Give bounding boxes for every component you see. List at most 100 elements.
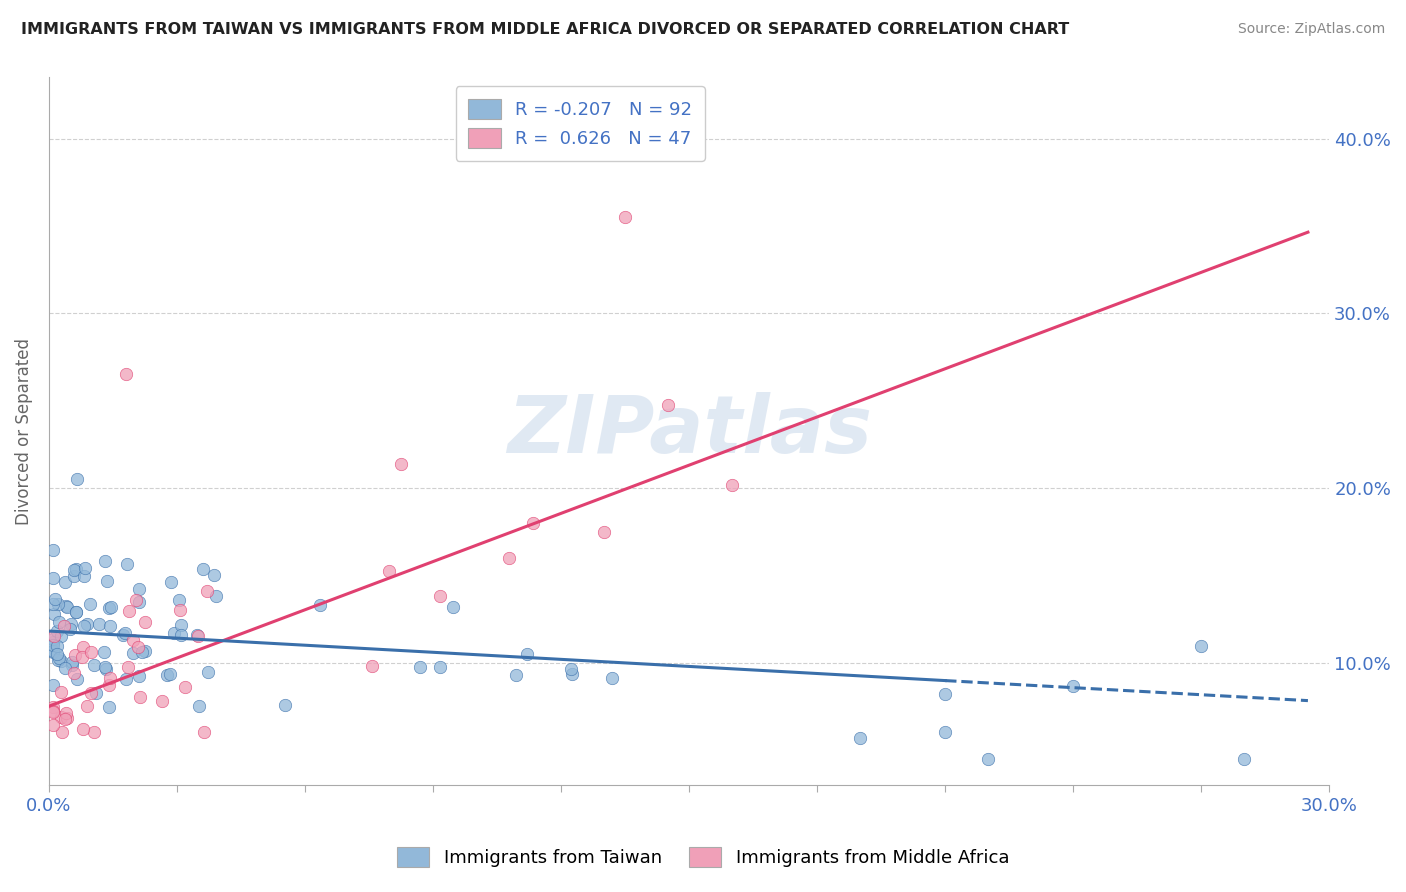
- Point: [49, 685, 72, 699]
- Point: [48, 650, 70, 665]
- Point: [498, 550, 520, 565]
- Point: [186, 628, 208, 642]
- Point: [934, 687, 956, 701]
- Point: [87, 617, 110, 632]
- Point: [169, 593, 191, 607]
- Point: [977, 751, 1000, 765]
- Point: [83, 725, 105, 739]
- Legend: Immigrants from Taiwan, Immigrants from Middle Africa: Immigrants from Taiwan, Immigrants from …: [389, 839, 1017, 874]
- Point: [522, 516, 544, 530]
- Text: Source: ZipAtlas.com: Source: ZipAtlas.com: [1237, 22, 1385, 37]
- Point: [128, 595, 150, 609]
- Point: [516, 647, 538, 661]
- Point: [429, 660, 451, 674]
- Point: [75, 561, 97, 575]
- Point: [44, 607, 66, 622]
- Point: [63, 666, 86, 681]
- Point: [65, 562, 87, 576]
- Point: [56, 600, 79, 615]
- Point: [42, 705, 65, 719]
- Point: [124, 593, 146, 607]
- Point: [409, 659, 432, 673]
- Point: [100, 599, 122, 614]
- Point: [169, 602, 191, 616]
- Point: [150, 694, 173, 708]
- Point: [55, 706, 77, 720]
- Point: [42, 704, 65, 718]
- Point: [187, 629, 209, 643]
- Point: [505, 668, 527, 682]
- Point: [849, 731, 872, 745]
- Point: [42, 570, 65, 584]
- Point: [96, 662, 118, 676]
- Point: [117, 660, 139, 674]
- Point: [114, 626, 136, 640]
- Point: [127, 640, 149, 654]
- Point: [162, 625, 184, 640]
- Point: [42, 645, 65, 659]
- Point: [42, 597, 65, 611]
- Point: [309, 598, 332, 612]
- Point: [45, 647, 67, 661]
- Point: [44, 592, 66, 607]
- Point: [114, 672, 136, 686]
- Point: [93, 644, 115, 658]
- Point: [53, 661, 76, 675]
- Point: [592, 525, 614, 540]
- Point: [73, 569, 96, 583]
- Point: [49, 629, 72, 643]
- Point: [96, 574, 118, 588]
- Point: [159, 666, 181, 681]
- Point: [934, 724, 956, 739]
- Point: [441, 599, 464, 614]
- Point: [159, 575, 181, 590]
- Point: [76, 616, 98, 631]
- Point: [561, 667, 583, 681]
- Point: [122, 646, 145, 660]
- Point: [115, 558, 138, 572]
- Point: [60, 658, 83, 673]
- Point: [46, 653, 69, 667]
- Point: [72, 722, 94, 736]
- Point: [42, 643, 65, 657]
- Point: [191, 562, 214, 576]
- Point: [128, 668, 150, 682]
- Point: [188, 698, 211, 713]
- Point: [63, 563, 86, 577]
- Point: [56, 711, 79, 725]
- Point: [389, 457, 412, 471]
- Point: [118, 604, 141, 618]
- Point: [129, 690, 152, 704]
- Point: [193, 725, 215, 739]
- Point: [60, 617, 83, 632]
- Point: [46, 597, 69, 611]
- Point: [65, 605, 87, 619]
- Point: [98, 699, 121, 714]
- Point: [128, 582, 150, 596]
- Point: [378, 564, 401, 578]
- Point: [170, 628, 193, 642]
- Point: [156, 668, 179, 682]
- Point: [174, 681, 197, 695]
- Point: [79, 645, 101, 659]
- Point: [429, 589, 451, 603]
- Point: [274, 698, 297, 712]
- Point: [131, 645, 153, 659]
- Point: [195, 583, 218, 598]
- Point: [42, 718, 65, 732]
- Point: [53, 575, 76, 590]
- Point: [42, 632, 65, 646]
- Point: [79, 597, 101, 611]
- Point: [205, 590, 228, 604]
- Point: [65, 605, 87, 619]
- Point: [42, 639, 65, 653]
- Point: [100, 619, 122, 633]
- Point: [115, 368, 138, 382]
- Point: [42, 699, 65, 714]
- Point: [600, 671, 623, 685]
- Point: [197, 665, 219, 680]
- Point: [48, 615, 70, 630]
- Point: [46, 624, 69, 638]
- Point: [42, 629, 65, 643]
- Point: [202, 567, 225, 582]
